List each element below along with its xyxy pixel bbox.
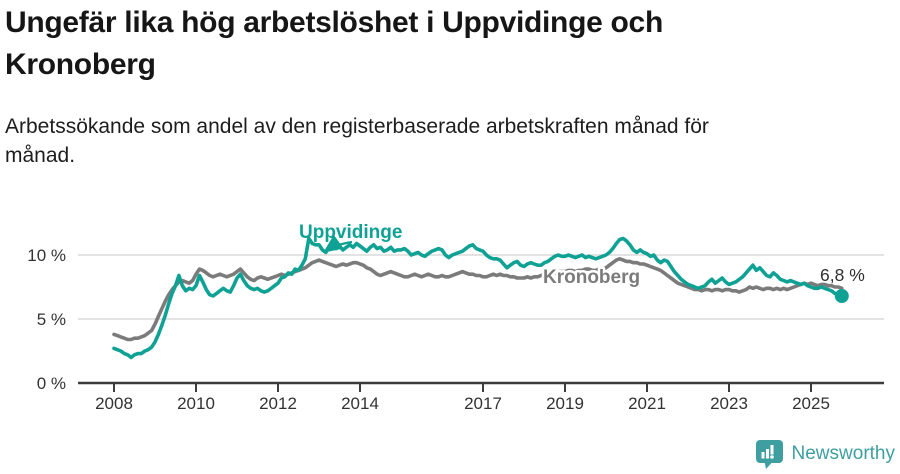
x-tick-label: 2021 [628,394,666,413]
end-value-label: 6,8 % [820,265,865,285]
logo-bar-1 [761,452,765,459]
y-tick-label: 5 % [37,310,66,329]
x-tick-label: 2025 [792,394,830,413]
title-line-2: Kronoberg [5,48,156,81]
logo-bubble [755,440,783,469]
kronoberg-line [112,257,844,342]
y-tick-label: 10 % [27,246,66,265]
uppvidinge-line [112,236,844,360]
x-tick-label: 2008 [95,394,133,413]
chart-title: Ungefär lika hög arbetslöshet i Uppvidin… [5,2,815,86]
endpoint-dot [834,289,849,303]
x-tick-label: 2017 [464,394,502,413]
kronoberg-series-label: Kronoberg [543,267,640,288]
x-tick-label: 2023 [710,394,748,413]
logo-exclamation-stem [770,445,774,455]
uppvidinge-series-label: Uppvidinge [299,222,402,243]
subtitle-line-1: Arbetssökande som andel av den registerb… [5,115,709,138]
x-tick-label: 2010 [177,394,215,413]
x-axis: 0 % 5 % 10 % 2008 2010 2012 2014 2017 2019 2021 20… [27,246,884,413]
series-lines [112,236,844,360]
subtitle-line-2: månad. [5,144,76,167]
y-tick-label: 0 % [37,374,66,393]
x-tick-label: 2019 [546,394,584,413]
uppvidinge-label-arrow [323,234,353,253]
newsworthy-logo-icon [755,440,783,469]
x-tick-label: 2012 [259,394,297,413]
brand-name: Newsworthy [791,443,895,464]
gridlines [78,254,884,320]
logo-bar-2 [765,449,769,459]
x-tick-label: 2014 [341,394,379,413]
title-line-1: Ungefär lika hög arbetslöshet i Uppvidin… [5,6,663,39]
chart-subtitle: Arbetssökande som andel av den registerb… [5,112,865,170]
brand-footer: Newsworthy [755,439,895,469]
logo-exclamation-dot [769,455,774,459]
